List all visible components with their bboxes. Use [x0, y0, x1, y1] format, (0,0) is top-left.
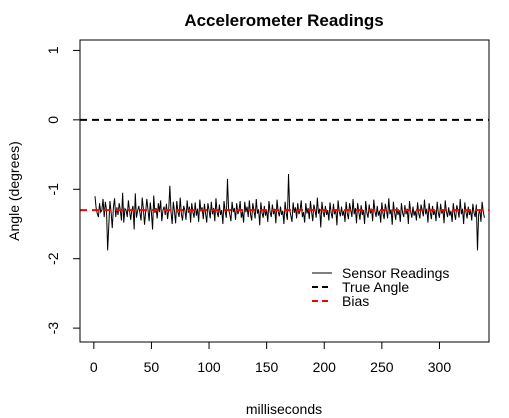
x-tick-label: 250	[370, 359, 394, 375]
sensor-readings-line	[94, 173, 485, 251]
y-tick-label: 1	[45, 46, 61, 54]
y-axis-label: Angle (degrees)	[6, 141, 22, 241]
chart-title: Accelerometer Readings	[184, 11, 383, 30]
x-tick-label: 150	[255, 359, 279, 375]
y-tick-label: -3	[45, 322, 61, 335]
x-tick-label: 200	[313, 359, 337, 375]
y-axis: 1 0 -1 -2 -3	[45, 46, 81, 335]
y-tick-label: 0	[45, 116, 61, 124]
x-tick-label: 100	[197, 359, 221, 375]
x-axis-label: milliseconds	[246, 401, 322, 417]
x-tick-label: 300	[428, 359, 452, 375]
x-tick-label: 50	[144, 359, 160, 375]
legend-label: True Angle	[342, 279, 409, 295]
plot-frame	[79, 39, 490, 343]
x-tick-label: 0	[90, 359, 98, 375]
y-tick-label: -2	[45, 252, 61, 265]
plot-area	[79, 39, 490, 343]
x-axis: 0 50 100 150 200 250 300	[90, 341, 452, 375]
legend-label: Sensor Readings	[342, 265, 449, 281]
y-tick-label: -1	[45, 183, 61, 196]
legend-label: Bias	[342, 293, 369, 309]
